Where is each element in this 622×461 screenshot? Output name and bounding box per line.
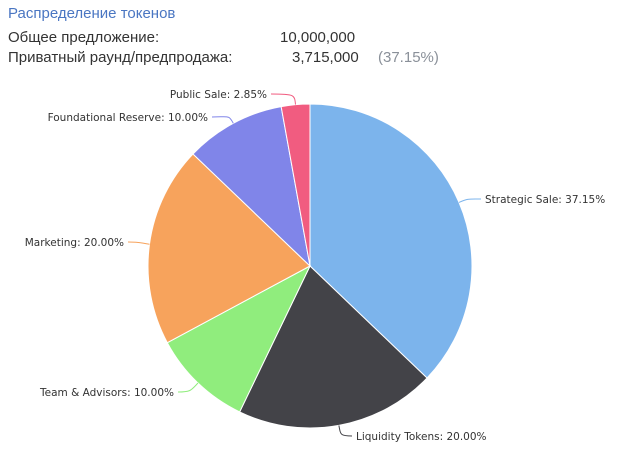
- pie-slice-foundational-reserve[interactable]: [192, 106, 311, 268]
- pie-slice-strategic-sale[interactable]: [309, 103, 473, 379]
- data-label-strategic-sale: Strategic Sale: 37.15%: [485, 194, 605, 206]
- private-round-label: Приватный раунд/предпродажа:: [8, 49, 233, 66]
- data-label-foundational-reserve: Foundational Reserve: 10.00%: [48, 112, 208, 124]
- pie-slice-public-sale[interactable]: [280, 103, 311, 267]
- private-round-percent: (37.15%): [378, 49, 439, 66]
- connector-liquidity-tokens: [338, 425, 353, 437]
- connector-foundational-reserve: [211, 116, 234, 124]
- data-label-team-and-advisors: Team & Advisors: 10.00%: [39, 387, 174, 399]
- connector-marketing: [127, 241, 150, 245]
- connector-team-and-advisors: [177, 382, 199, 393]
- total-supply-value: 10,000,000: [280, 29, 356, 46]
- data-label-liquidity-tokens: Liquidity Tokens: 20.00%: [356, 431, 487, 443]
- private-round-value: 3,715,000: [292, 49, 359, 66]
- connector-strategic-sale: [458, 198, 482, 203]
- connector-public-sale: [270, 93, 296, 105]
- chart-title: Распределение токенов: [8, 5, 176, 22]
- data-label-marketing: Marketing: 20.00%: [25, 237, 124, 249]
- pie-slice-liquidity-tokens[interactable]: [238, 265, 428, 429]
- data-label-public-sale: Public Sale: 2.85%: [170, 89, 267, 101]
- total-supply-label: Общее предложение:: [8, 29, 160, 46]
